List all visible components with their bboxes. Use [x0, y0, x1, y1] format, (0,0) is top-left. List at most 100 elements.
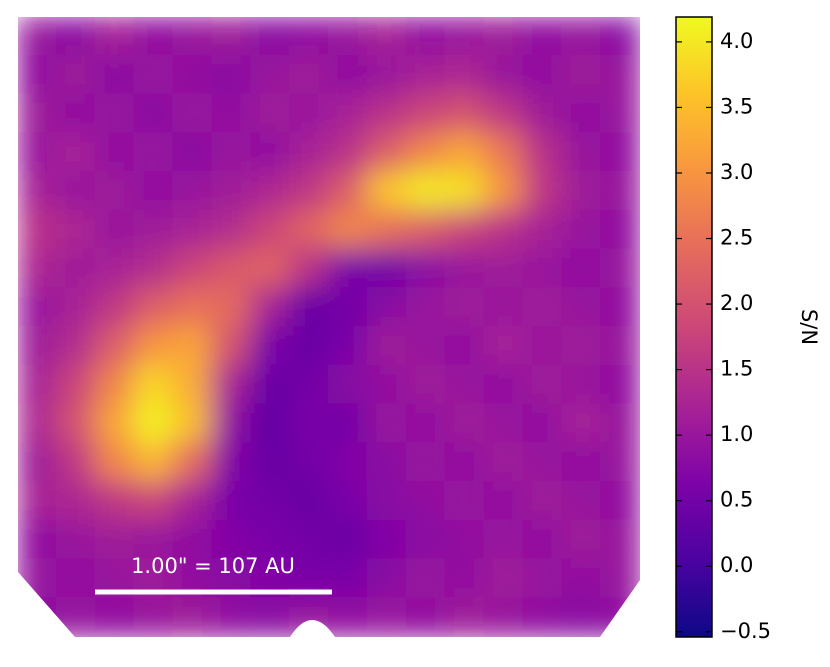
- heatmap-cell: [55, 558, 97, 600]
- heatmap-cell: [328, 132, 369, 173]
- heatmap-cell: [483, 364, 525, 406]
- heatmap-cell: [444, 364, 486, 406]
- heatmap-cell: [522, 248, 564, 290]
- heatmap-cell: [133, 442, 175, 483]
- heatmap-cell: [405, 287, 447, 328]
- heatmap-cell: [289, 519, 330, 561]
- heatmap-cell: [289, 54, 330, 96]
- heatmap-cell: [366, 481, 408, 522]
- heatmap-cell: [561, 442, 603, 483]
- heatmap-cell: [94, 364, 136, 406]
- heatmap-cell: [211, 287, 253, 328]
- colorbar-tick-label: 1.0: [720, 422, 753, 446]
- heatmap-cell: [561, 519, 603, 561]
- heatmap-cell: [289, 364, 330, 406]
- heatmap-cell: [522, 17, 564, 57]
- heatmap-cell: [94, 403, 136, 445]
- colorbar-label: S/N: [797, 309, 821, 345]
- heatmap-cell: [289, 403, 330, 445]
- heatmap-cell: [289, 248, 330, 290]
- heatmap-cell: [250, 481, 292, 522]
- heatmap-cell: [94, 171, 136, 212]
- heatmap-cell: [211, 54, 253, 96]
- colorbar-tick-label: 3.5: [720, 94, 753, 118]
- heatmap-cell: [328, 171, 369, 212]
- heatmap-cell: [250, 17, 292, 57]
- heatmap-cell: [211, 93, 253, 135]
- heatmap-cell: [444, 403, 486, 445]
- heatmap-cell: [600, 597, 640, 637]
- heatmap-cell: [405, 519, 447, 561]
- colorbar-ticks: −0.5 0.0 0.5 1.0 1.5 2.0 2.5 3.0 3.5 4.0: [676, 29, 771, 643]
- heatmap-cell: [522, 54, 564, 96]
- heatmap-cell: [600, 287, 640, 328]
- heatmap-cell: [289, 171, 330, 212]
- heatmap-cell: [18, 481, 58, 522]
- heatmap-cell: [444, 54, 486, 96]
- heatmap-cell: [444, 287, 486, 328]
- heatmap-cell: [405, 171, 447, 212]
- heatmap-cell: [55, 519, 97, 561]
- colorbar-tick-label: 2.0: [720, 291, 753, 315]
- heatmap-cell: [18, 558, 58, 600]
- heatmap-cell: [366, 248, 408, 290]
- heatmap-cell: [328, 93, 369, 135]
- heatmap-cell: [55, 17, 97, 57]
- heatmap-cell: [94, 93, 136, 135]
- heatmap-cell: [328, 54, 369, 96]
- heatmap-cell: [250, 93, 292, 135]
- heatmap-cell: [133, 248, 175, 290]
- heatmap-cell: [600, 54, 640, 96]
- heatmap-cell: [522, 287, 564, 328]
- heatmap-cell: [522, 597, 564, 637]
- heatmap-cell: [405, 481, 447, 522]
- heatmap-cell: [211, 171, 253, 212]
- heatmap-cell: [600, 403, 640, 445]
- heatmap-cell: [18, 54, 58, 96]
- heatmap-cell: [133, 132, 175, 173]
- heatmap-cell: [561, 558, 603, 600]
- heatmap-cell: [289, 209, 330, 251]
- heatmap-cell: [94, 17, 136, 57]
- heatmap-cell: [522, 93, 564, 135]
- heatmap-cell: [366, 209, 408, 251]
- heatmap-cell: [444, 326, 486, 367]
- heatmap-cell: [483, 597, 525, 637]
- heatmap-cell: [211, 364, 253, 406]
- heatmap-cell: [55, 93, 97, 135]
- heatmap-cell: [600, 93, 640, 135]
- heatmap-cell: [55, 442, 97, 483]
- heatmap-cell: [600, 442, 640, 483]
- heatmap-cell: [328, 558, 369, 600]
- heatmap-cell: [172, 403, 214, 445]
- heatmap-cell: [55, 132, 97, 173]
- colorbar-tick-label: 0.5: [720, 488, 753, 512]
- heatmap-cell: [561, 287, 603, 328]
- heatmap-cell: [250, 248, 292, 290]
- colorbar-tick-label: 2.5: [720, 226, 753, 250]
- heatmap-cell: [405, 558, 447, 600]
- heatmap-cell: [133, 519, 175, 561]
- heatmap-cell: [55, 287, 97, 328]
- heatmap-cell: [328, 209, 369, 251]
- heatmap-cell: [328, 597, 369, 637]
- heatmap-cell: [211, 132, 253, 173]
- heatmap-cell: [561, 597, 603, 637]
- heatmap-cell: [328, 364, 369, 406]
- heatmap-cell: [289, 326, 330, 367]
- heatmap-cells: [18, 17, 640, 637]
- heatmap-cell: [483, 171, 525, 212]
- heatmap-cell: [328, 403, 369, 445]
- heatmap-cell: [55, 171, 97, 212]
- heatmap-cell: [444, 93, 486, 135]
- heatmap-cell: [444, 481, 486, 522]
- heatmap-cell: [444, 248, 486, 290]
- colorbar-tick-label: 0.0: [720, 553, 753, 577]
- heatmap-cell: [55, 597, 97, 637]
- heatmap-cell: [600, 209, 640, 251]
- heatmap-cell: [600, 17, 640, 57]
- heatmap-cell: [561, 209, 603, 251]
- heatmap-cell: [18, 364, 58, 406]
- heatmap-cell: [172, 442, 214, 483]
- heatmap-cell: [561, 93, 603, 135]
